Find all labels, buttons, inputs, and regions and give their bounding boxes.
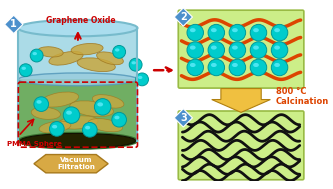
Polygon shape xyxy=(18,28,138,141)
Circle shape xyxy=(129,58,142,71)
Polygon shape xyxy=(212,88,270,112)
Circle shape xyxy=(250,59,267,76)
Circle shape xyxy=(30,49,43,62)
Ellipse shape xyxy=(115,48,120,52)
Ellipse shape xyxy=(49,51,83,65)
Ellipse shape xyxy=(190,28,196,32)
Ellipse shape xyxy=(77,58,115,72)
Ellipse shape xyxy=(66,111,72,115)
Circle shape xyxy=(250,42,267,58)
Ellipse shape xyxy=(253,63,259,67)
Ellipse shape xyxy=(190,46,196,50)
Ellipse shape xyxy=(85,126,90,129)
Circle shape xyxy=(187,42,203,58)
Circle shape xyxy=(113,46,126,58)
Ellipse shape xyxy=(93,95,124,108)
Ellipse shape xyxy=(33,52,37,55)
FancyBboxPatch shape xyxy=(178,111,304,180)
Ellipse shape xyxy=(38,47,63,57)
Ellipse shape xyxy=(70,101,114,117)
Circle shape xyxy=(50,122,64,136)
Circle shape xyxy=(19,64,32,77)
Circle shape xyxy=(271,24,288,41)
Circle shape xyxy=(229,42,246,58)
Ellipse shape xyxy=(138,76,143,79)
Text: Graphene Oxide: Graphene Oxide xyxy=(46,16,116,25)
Circle shape xyxy=(34,97,49,112)
Ellipse shape xyxy=(39,121,71,133)
Ellipse shape xyxy=(52,125,57,129)
Ellipse shape xyxy=(115,116,120,119)
Polygon shape xyxy=(174,109,192,127)
Ellipse shape xyxy=(211,28,217,32)
Polygon shape xyxy=(174,8,192,26)
Polygon shape xyxy=(18,79,138,141)
Ellipse shape xyxy=(20,133,136,148)
Circle shape xyxy=(229,59,246,76)
Ellipse shape xyxy=(22,67,26,70)
Circle shape xyxy=(208,59,224,76)
Polygon shape xyxy=(5,15,23,33)
Ellipse shape xyxy=(232,28,238,32)
Ellipse shape xyxy=(18,20,138,36)
Ellipse shape xyxy=(31,107,61,119)
Ellipse shape xyxy=(97,52,123,65)
Text: 2: 2 xyxy=(180,12,187,22)
Circle shape xyxy=(271,42,288,58)
Text: PMMA Sphere: PMMA Sphere xyxy=(7,141,62,146)
Circle shape xyxy=(208,42,224,58)
Ellipse shape xyxy=(37,100,42,104)
Ellipse shape xyxy=(211,63,217,67)
Circle shape xyxy=(208,24,224,41)
Ellipse shape xyxy=(190,63,196,67)
Text: 3: 3 xyxy=(180,113,187,123)
Ellipse shape xyxy=(274,63,280,67)
Circle shape xyxy=(63,107,80,123)
Ellipse shape xyxy=(274,28,280,32)
Ellipse shape xyxy=(232,46,238,50)
Ellipse shape xyxy=(18,132,138,149)
Circle shape xyxy=(250,24,267,41)
Circle shape xyxy=(112,112,127,127)
Text: 1: 1 xyxy=(10,19,17,29)
Ellipse shape xyxy=(132,61,136,64)
Ellipse shape xyxy=(253,28,259,32)
Ellipse shape xyxy=(88,119,123,132)
Circle shape xyxy=(271,59,288,76)
Ellipse shape xyxy=(211,46,217,50)
Circle shape xyxy=(229,24,246,41)
Ellipse shape xyxy=(232,63,238,67)
FancyBboxPatch shape xyxy=(178,10,304,88)
Circle shape xyxy=(136,73,149,86)
Ellipse shape xyxy=(71,43,103,55)
Ellipse shape xyxy=(97,102,103,106)
Circle shape xyxy=(187,59,203,76)
Ellipse shape xyxy=(41,92,79,107)
Circle shape xyxy=(95,99,111,115)
Ellipse shape xyxy=(58,116,98,129)
Text: Vacuum
Filtration: Vacuum Filtration xyxy=(57,157,95,170)
Polygon shape xyxy=(34,155,108,173)
Text: 800 °C
Calcination: 800 °C Calcination xyxy=(276,87,329,106)
Ellipse shape xyxy=(274,46,280,50)
Ellipse shape xyxy=(18,73,138,86)
Ellipse shape xyxy=(253,46,259,50)
Circle shape xyxy=(83,122,97,137)
Circle shape xyxy=(187,24,203,41)
